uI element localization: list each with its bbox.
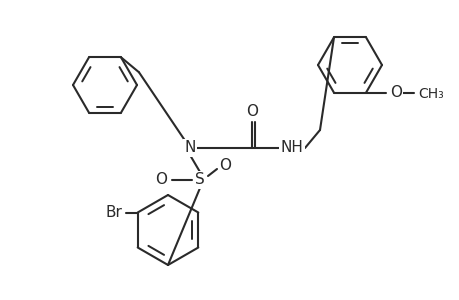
Text: O: O [218, 158, 230, 172]
Text: O: O [246, 104, 257, 119]
Text: O: O [389, 85, 401, 100]
Text: N: N [184, 140, 195, 155]
Text: O: O [155, 172, 167, 188]
Text: CH₃: CH₃ [417, 87, 443, 101]
Text: Br: Br [105, 205, 122, 220]
Text: NH: NH [280, 140, 303, 155]
Text: S: S [195, 172, 204, 188]
